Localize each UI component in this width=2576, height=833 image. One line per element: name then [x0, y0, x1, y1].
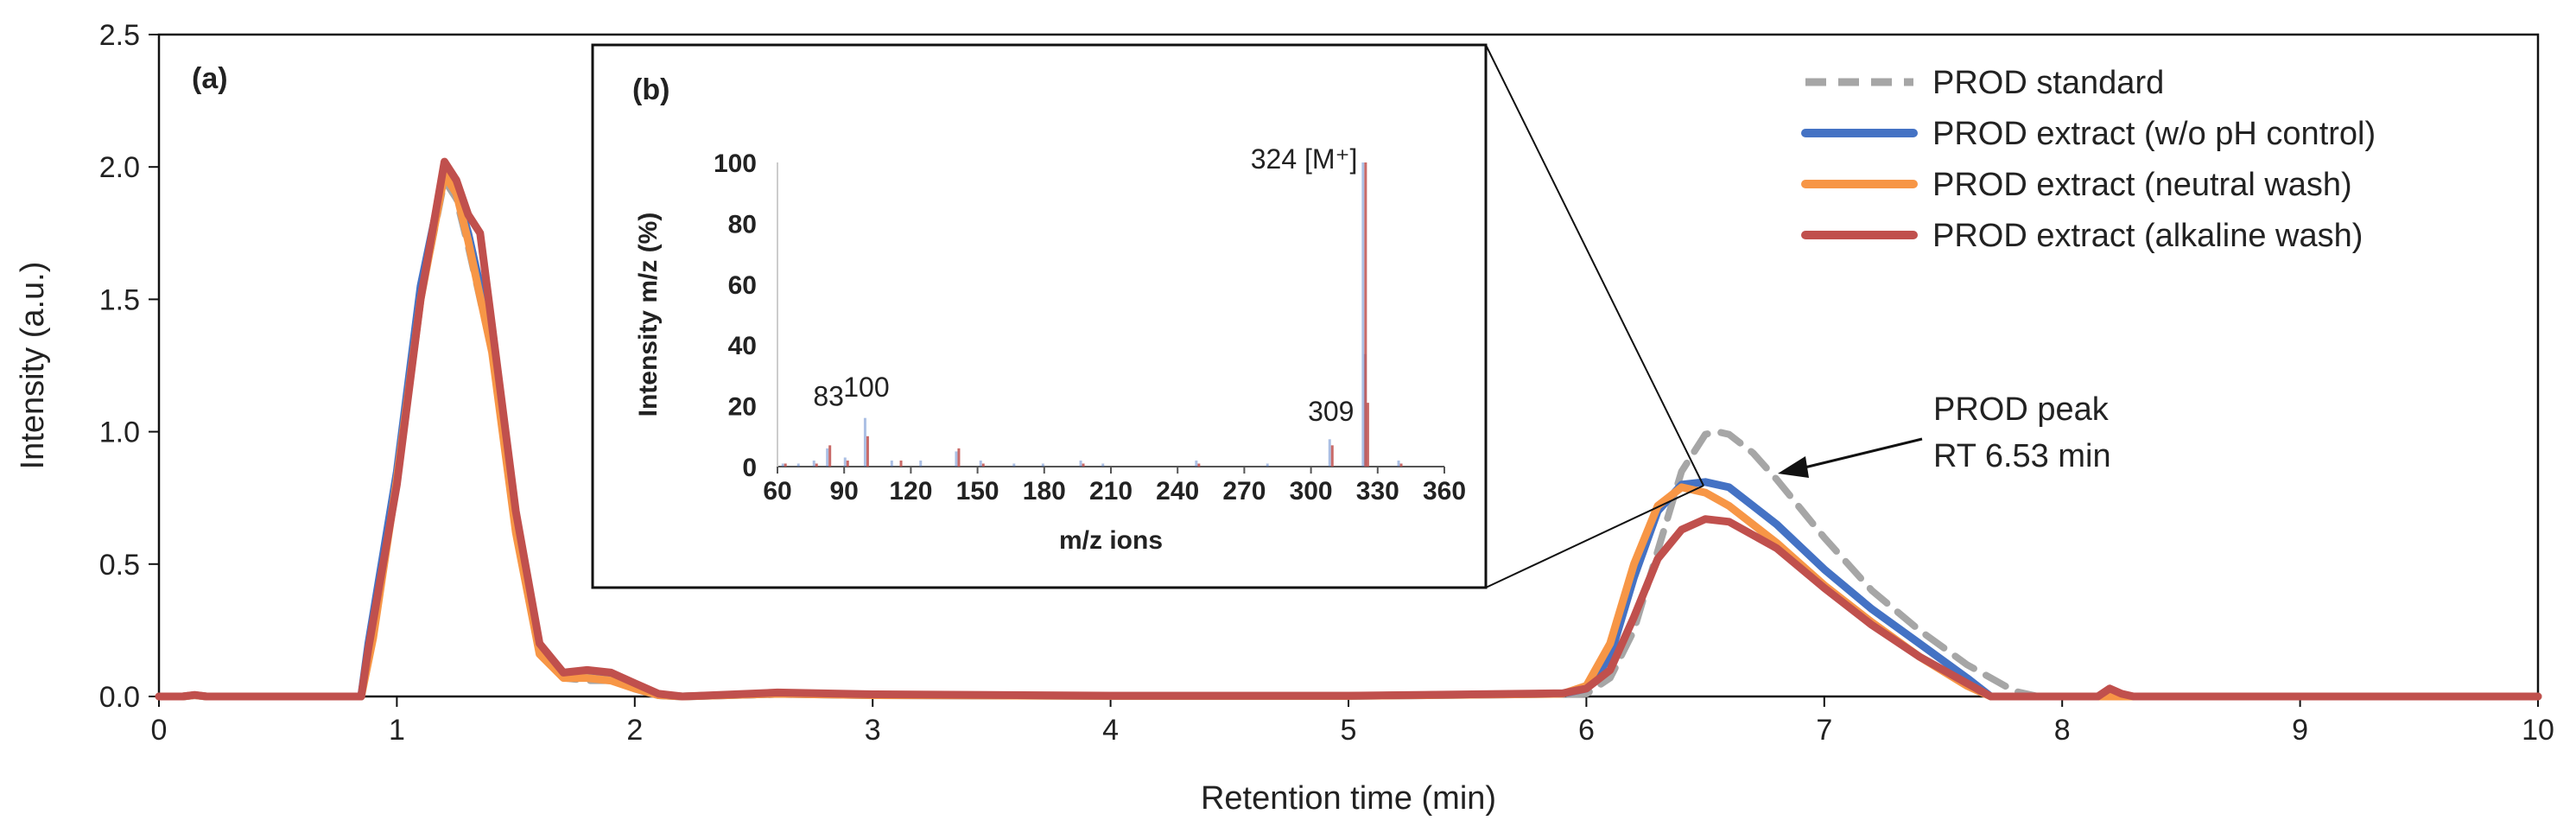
x-tick-label: 9: [2292, 714, 2308, 747]
y-axis-label: Intensity (a.u.): [15, 262, 51, 470]
annotation-line2: RT 6.53 min: [1933, 438, 2111, 474]
annotation-arrow-shaft: [1800, 437, 1923, 470]
x-axis-label: Retention time (min): [1201, 780, 1496, 817]
inset-y-tick-label: 40: [728, 332, 757, 360]
x-tick-label: 0: [151, 714, 168, 747]
legend-label-3: PROD extract (alkaline wash): [1932, 218, 2363, 254]
legend-label-0: PROD standard: [1932, 65, 2164, 101]
inset-y-tick-label: 0: [742, 454, 757, 482]
inset-x-axis-label: m/z ions: [1059, 526, 1163, 555]
series-line-3: [155, 157, 2542, 701]
inset-x-tick-label: 120: [889, 477, 932, 506]
inset-x-tick-label: 300: [1290, 477, 1333, 506]
inset-y-tick-label: 60: [728, 271, 757, 300]
inset-x-tick-label: 180: [1023, 477, 1066, 506]
inset-y-tick-label: 100: [714, 149, 757, 178]
inset-x-tick-label: 270: [1222, 477, 1266, 506]
x-tick-label: 2: [626, 714, 643, 747]
inset-y-axis-label: Intensity m/z (%): [634, 213, 663, 417]
inset-frame: [591, 43, 1488, 589]
inset-x-tick-label: 150: [956, 477, 999, 506]
inset-y-tick-label: 80: [728, 210, 757, 238]
x-tick-label: 8: [2054, 714, 2071, 747]
inset-x-tick-label: 240: [1156, 477, 1199, 506]
inset-y-tick-label: 20: [728, 393, 757, 422]
inset-x-tick-label: 90: [830, 477, 859, 506]
legend-label-2: PROD extract (neutral wash): [1932, 167, 2352, 203]
y-tick-label: 1.5: [99, 283, 140, 316]
x-tick-label: 7: [1816, 714, 1832, 747]
inset-peak-label-1: 100: [843, 372, 889, 403]
panel-a-label: (a): [192, 62, 228, 95]
inset-peak-label-0: 83: [813, 381, 844, 412]
inset-x-tick-label: 360: [1423, 477, 1466, 506]
main-chart: 0 1 2 3 4 5 6 7 8 9 10 0.0 0.5 1.0 1.5 2.0 2.5 Retention …: [15, 19, 2554, 817]
inset-x-tick-label: 210: [1089, 477, 1133, 506]
inset-peak-label-2: 309: [1308, 396, 1354, 427]
x-tick-label: 1: [389, 714, 405, 747]
panel-b-label: (b): [632, 73, 669, 106]
x-tick-label: 5: [1341, 714, 1357, 747]
y-tick-label: 2.5: [99, 19, 140, 52]
zoom-line-bottom: [1485, 485, 1704, 588]
inset-peak-label-3: 324 [M⁺]: [1251, 143, 1358, 175]
inset-x-tick-label: 330: [1356, 477, 1399, 506]
inset-x-tick-label: 60: [763, 477, 791, 506]
x-tick-label: 10: [2522, 714, 2554, 747]
y-tick-label: 0.0: [99, 681, 140, 714]
annotation-arrow-head: [1778, 456, 1809, 478]
x-tick-label: 6: [1578, 714, 1595, 747]
y-tick-label: 1.0: [99, 416, 140, 449]
annotation-line1: PROD peak: [1933, 391, 2110, 428]
y-tick-label: 2.0: [99, 151, 140, 184]
y-tick-label: 0.5: [99, 549, 140, 582]
legend-label-1: PROD extract (w/o pH control): [1932, 116, 2376, 152]
inset-chart: 60 90 120 150 180 210 240 270 300 330 360 0 20 40 60 80…: [591, 43, 1704, 589]
zoom-line-top: [1485, 44, 1704, 486]
x-tick-label: 4: [1102, 714, 1119, 747]
x-tick-label: 3: [865, 714, 881, 747]
